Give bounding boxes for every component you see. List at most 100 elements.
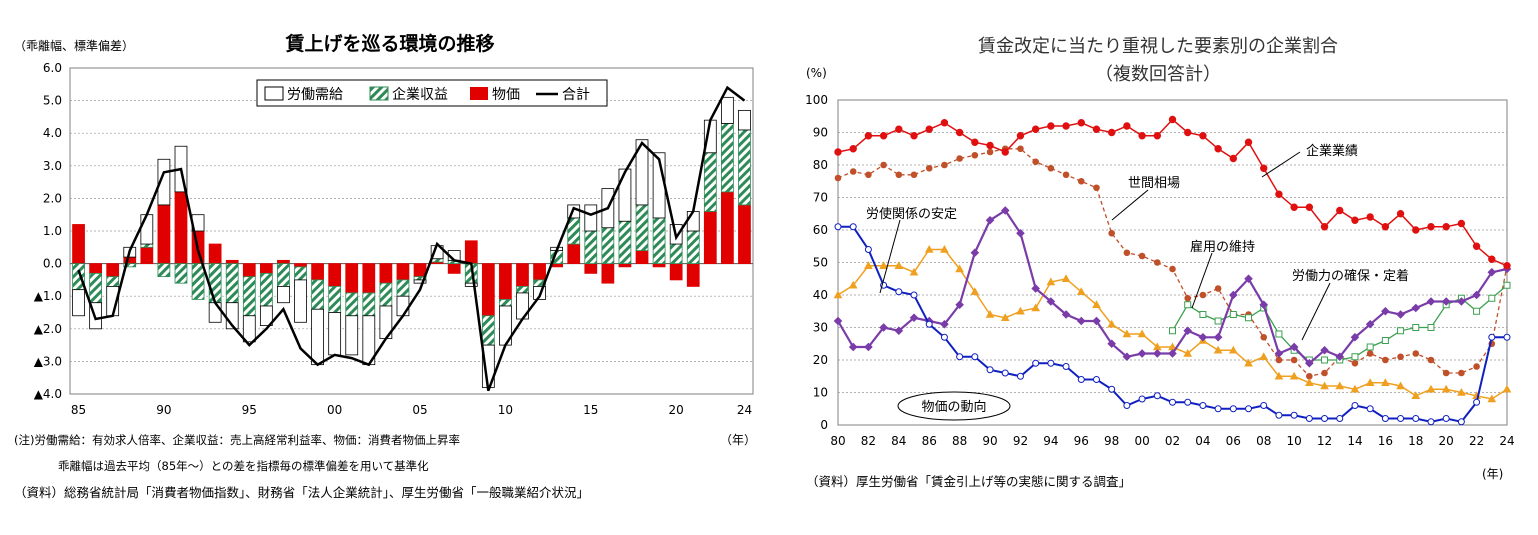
bar-profit — [379, 282, 393, 307]
series-point — [1289, 342, 1299, 352]
bar-profit — [89, 272, 102, 304]
series-point — [940, 119, 949, 127]
bar-profit — [652, 217, 666, 265]
series-point — [1138, 132, 1146, 140]
series-point — [1017, 145, 1024, 153]
bar-profit — [123, 263, 137, 268]
bar-labor — [277, 286, 290, 304]
right-x-tick-label: 92 — [1013, 434, 1028, 448]
legend-swatch-price — [470, 87, 488, 100]
bar-price — [703, 211, 717, 265]
right-chart: 賃金改定に当たり重視した要素別の企業割合 （複数回答計） (%) 1009080… — [805, 36, 1515, 489]
left-y-tick-label: ▲2.0 — [34, 322, 62, 336]
series-5 — [834, 223, 1511, 426]
series-point — [1274, 349, 1284, 358]
series-point — [1305, 203, 1314, 211]
bar-labor — [259, 305, 273, 326]
bar-price — [464, 240, 478, 264]
series-point — [1473, 363, 1480, 370]
series-point — [833, 290, 843, 299]
bar-profit — [157, 263, 171, 278]
left-legend: 労働需給 企業収益 物価 合計 — [256, 79, 608, 107]
left-chart: （乖離幅、標準偏差） 賃上げを巡る環境の推移 6.0 5.0 4.0 3.0 2.0 1.… — [14, 32, 756, 500]
series-point — [986, 141, 994, 150]
bar-price — [738, 204, 751, 264]
bar-labor — [157, 158, 171, 206]
series-2 — [833, 244, 1512, 403]
series-point — [1122, 352, 1132, 362]
series-point — [1275, 356, 1283, 364]
series-point — [1168, 349, 1177, 358]
right-x-tick-label: 08 — [1256, 434, 1271, 448]
series-point — [1336, 206, 1344, 215]
legend-swatch-labor — [264, 86, 284, 101]
bar-profit — [362, 292, 376, 317]
series-point — [1397, 353, 1404, 361]
series-point — [1381, 306, 1390, 316]
bar-price — [516, 263, 529, 287]
series-point — [909, 267, 919, 276]
series-point — [833, 316, 843, 326]
series-point — [1061, 274, 1071, 283]
bar-labor — [208, 302, 222, 323]
bar-profit — [584, 230, 598, 264]
bar-price — [601, 263, 615, 284]
left-unit-label: （乖離幅、標準偏差） — [14, 38, 134, 53]
series-point — [1169, 398, 1176, 406]
bar-labor — [635, 139, 649, 206]
series-point — [1183, 326, 1193, 336]
right-x-tick-label: 16 — [1378, 434, 1393, 448]
series-point — [1412, 324, 1420, 331]
series-point — [986, 148, 994, 156]
series-point — [1046, 277, 1056, 286]
series-point — [1092, 376, 1100, 383]
bar-labor — [721, 96, 734, 124]
bar-price — [686, 263, 700, 287]
series-point — [1108, 229, 1115, 237]
series-point — [1016, 132, 1025, 140]
series-point — [834, 174, 842, 182]
bar-price — [447, 263, 461, 274]
series-point — [1016, 228, 1025, 238]
bar-profit — [635, 204, 649, 251]
bar-profit — [140, 243, 154, 248]
annotation-bukka-ellipse — [897, 391, 1011, 421]
series-point — [1382, 356, 1389, 364]
annotation-gyoseki: 企業業績 — [1306, 143, 1358, 159]
leader-roshi — [879, 219, 901, 294]
series-point — [1244, 138, 1253, 146]
series-point — [1275, 190, 1283, 198]
series-point — [1199, 291, 1207, 299]
series-point — [910, 171, 918, 179]
series-point — [1047, 359, 1055, 367]
series-point — [1472, 290, 1481, 300]
series-point — [1229, 290, 1238, 300]
series-point — [1199, 402, 1207, 409]
bar-profit — [721, 123, 734, 193]
bar-profit — [703, 152, 717, 212]
series-point — [1457, 387, 1466, 396]
series-point — [1031, 125, 1040, 133]
series-point — [1351, 359, 1359, 367]
series-point — [1061, 310, 1071, 319]
right-x-tick-label: 94 — [1043, 434, 1058, 448]
series-point — [879, 132, 888, 140]
series-point — [1366, 213, 1374, 221]
series-point — [1169, 265, 1176, 273]
bar-price — [413, 263, 427, 278]
series-point — [985, 215, 995, 225]
annotation-bukka: 物価の動向 — [921, 399, 986, 415]
left-y-tick-label: ▲1.0 — [34, 289, 62, 303]
series-point — [1397, 327, 1405, 335]
series-point — [1350, 384, 1360, 393]
series-point — [1290, 411, 1298, 419]
series-point — [1184, 301, 1192, 309]
bar-price — [481, 263, 495, 317]
bar-profit — [174, 263, 188, 284]
bar-profit — [499, 299, 512, 307]
legend-label-total: 合計 — [562, 87, 590, 103]
series-point — [1198, 332, 1208, 342]
left-note-1: (注)労働需給：有効求人倍率、企業収益：売上高経常利益率、物価：消費者物価上昇率 — [14, 433, 460, 447]
